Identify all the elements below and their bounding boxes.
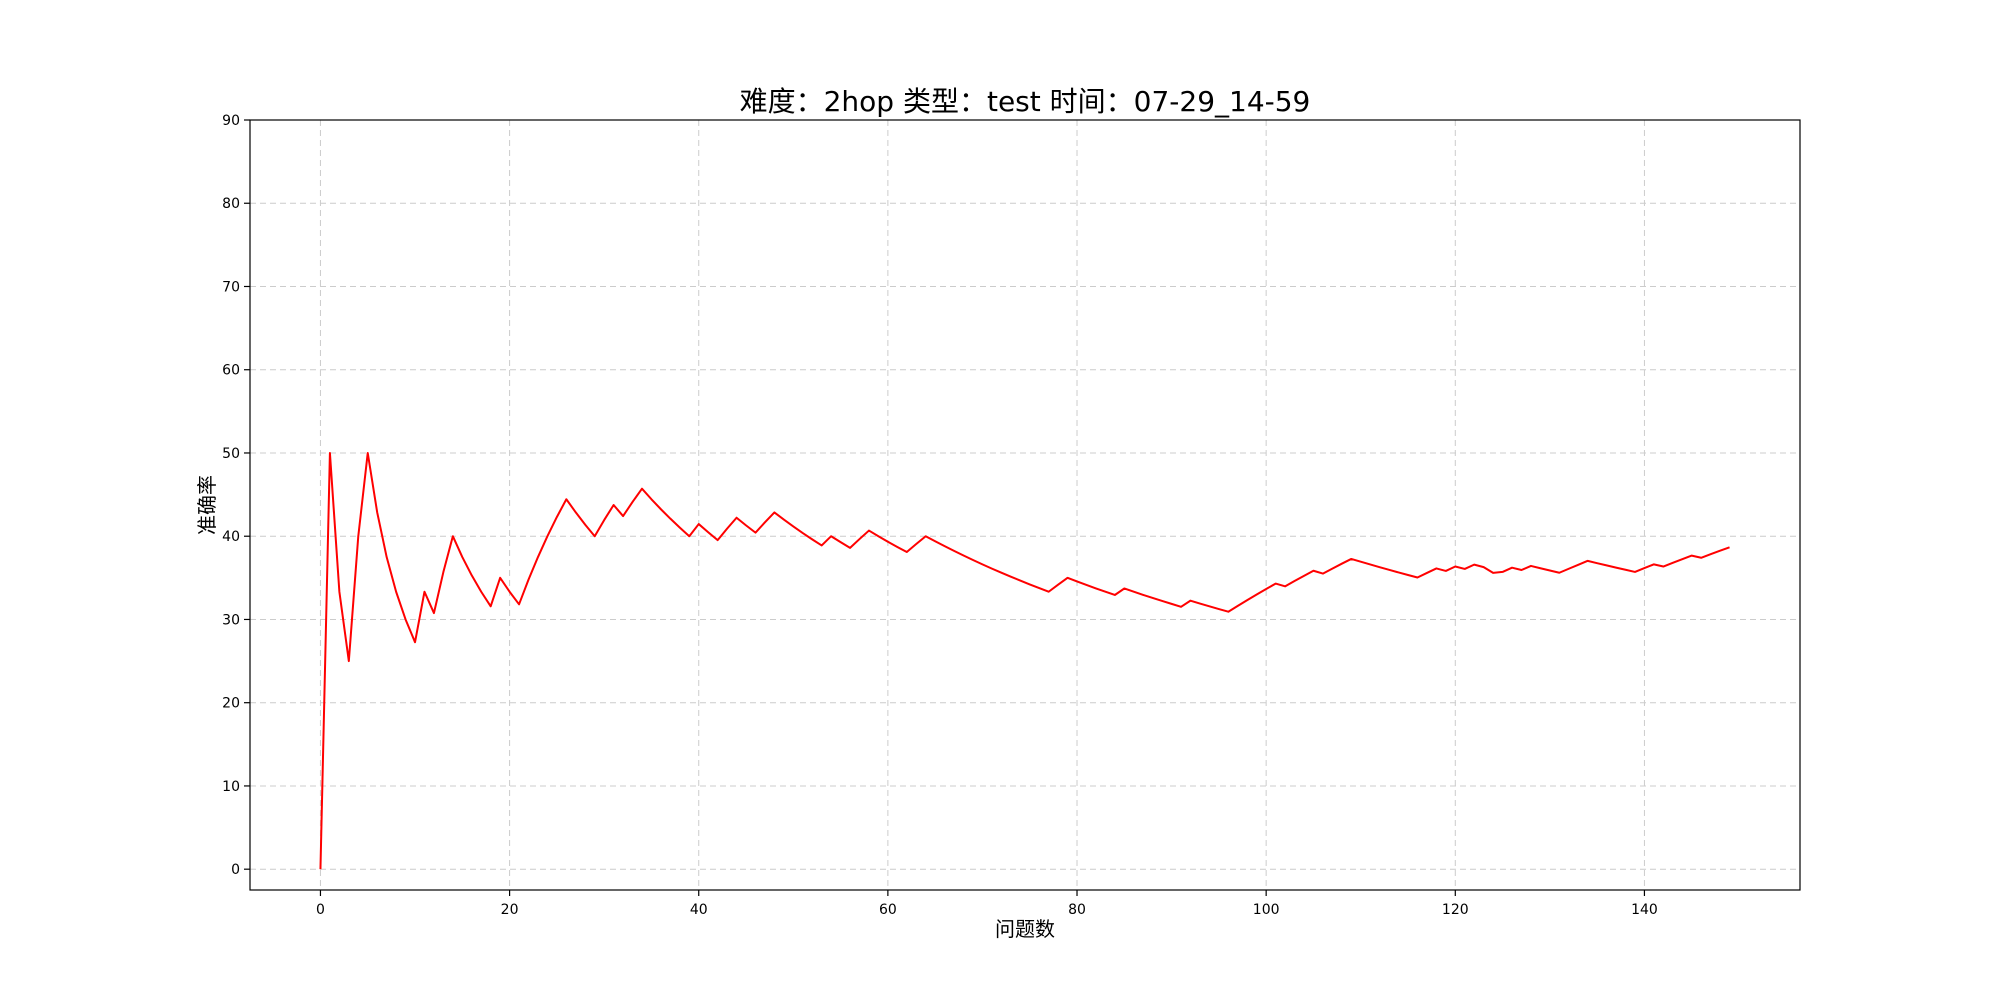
y-axis: 0 10 20 30 40 50 60 70 80 90 (222, 113, 250, 878)
y-tick-label: 70 (222, 279, 240, 295)
x-tick-label: 20 (501, 902, 519, 918)
x-tick-label: 100 (1253, 902, 1280, 918)
x-tick-label: 60 (879, 902, 897, 918)
y-tick-label: 20 (222, 696, 240, 712)
y-tick-label: 50 (222, 446, 240, 462)
y-tick-label: 40 (222, 529, 240, 545)
plot-frame (249, 119, 1801, 891)
x-tick-label: 120 (1442, 902, 1469, 918)
x-tick-label: 0 (316, 902, 325, 918)
y-tick-label: 90 (222, 113, 240, 129)
x-tick-label: 40 (690, 902, 708, 918)
series-layer (319, 451, 1730, 870)
y-tick-label: 60 (222, 363, 240, 379)
y-axis-title: 准确率 (195, 475, 219, 535)
x-axis: 0 20 40 60 80 100 120 140 (316, 890, 1658, 918)
grid-layer (250, 119, 1800, 890)
accuracy-line (319, 451, 1730, 870)
x-axis-title: 问题数 (995, 917, 1055, 941)
chart-title: 难度：2hop 类型：test 时间：07-29_14-59 (740, 85, 1311, 118)
x-tick-label: 80 (1068, 902, 1086, 918)
y-tick-label: 0 (231, 862, 240, 878)
y-tick-label: 10 (222, 779, 240, 795)
y-tick-label: 30 (222, 612, 240, 628)
y-tick-label: 80 (222, 196, 240, 212)
x-tick-label: 140 (1631, 902, 1658, 918)
